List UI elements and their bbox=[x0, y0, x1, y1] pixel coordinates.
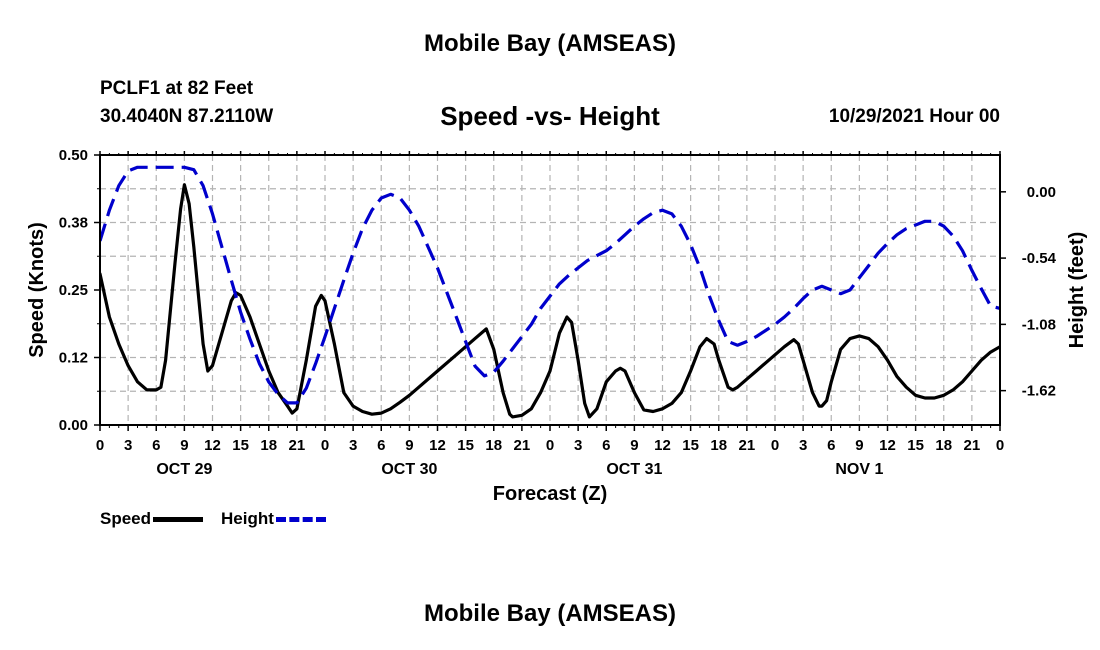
day-label: OCT 29 bbox=[156, 461, 212, 478]
x-tick-label: 3 bbox=[799, 437, 807, 454]
x-tick-label: 15 bbox=[907, 437, 924, 454]
x-tick-label: 0 bbox=[321, 437, 329, 454]
x-tick-label: 21 bbox=[514, 437, 531, 454]
footer-title: Mobile Bay (AMSEAS) bbox=[423, 600, 677, 627]
tick-labels: 0 3 6 9 12 15 18 21 0 3 6 9 12 15 18 21 0 3 6 9 12 15 18 21 0 3 6 9… bbox=[59, 147, 1057, 478]
y-right-tick-label: -1.62 bbox=[1022, 383, 1056, 400]
x-tick-label: 12 bbox=[204, 437, 221, 454]
x-tick-label: 6 bbox=[377, 437, 385, 454]
y-axis-left-title: Speed (Knots) bbox=[26, 222, 48, 358]
x-tick-label: 18 bbox=[485, 437, 502, 454]
y-axis-right-title: Height (feet) bbox=[1066, 232, 1088, 349]
legend-height: Height bbox=[221, 509, 344, 529]
x-tick-label: 0 bbox=[546, 437, 554, 454]
series-layer bbox=[100, 165, 1000, 419]
x-tick-label: 3 bbox=[574, 437, 582, 454]
x-tick-label: 9 bbox=[855, 437, 863, 454]
x-tick-label: 18 bbox=[935, 437, 952, 454]
y-right-tick-label: 0.00 bbox=[1027, 184, 1056, 201]
x-tick-label: 21 bbox=[289, 437, 306, 454]
x-tick-label: 0 bbox=[996, 437, 1004, 454]
plot-frame bbox=[99, 154, 1001, 426]
x-tick-label: 15 bbox=[682, 437, 699, 454]
y-left-tick-label: 0.50 bbox=[59, 147, 88, 164]
legend-speed-label: Speed bbox=[100, 509, 152, 528]
x-tick-label: 18 bbox=[260, 437, 277, 454]
legend-speed-swatch bbox=[153, 516, 204, 522]
x-tick-label: 15 bbox=[457, 437, 474, 454]
series-line-height bbox=[100, 165, 1000, 405]
x-tick-label: 9 bbox=[180, 437, 188, 454]
x-tick-label: 18 bbox=[710, 437, 727, 454]
x-tick-label: 6 bbox=[152, 437, 160, 454]
x-tick-label: 12 bbox=[879, 437, 896, 454]
x-axis-title: Forecast (Z) bbox=[493, 483, 607, 505]
x-tick-label: 15 bbox=[232, 437, 249, 454]
x-tick-label: 0 bbox=[771, 437, 779, 454]
day-label: NOV 1 bbox=[835, 461, 883, 478]
y-left-tick-label: 0.25 bbox=[59, 282, 88, 299]
chart-title: Speed -vs- Height bbox=[440, 101, 660, 131]
y-left-tick-label: 0.12 bbox=[59, 350, 88, 367]
x-tick-label: 12 bbox=[654, 437, 671, 454]
x-tick-label: 6 bbox=[827, 437, 835, 454]
x-tick-label: 0 bbox=[96, 437, 104, 454]
legend-height-swatch bbox=[275, 516, 326, 522]
y-left-tick-label: 0.00 bbox=[59, 417, 88, 434]
legend-height-label: Height bbox=[221, 509, 274, 528]
legend-speed: Speed bbox=[100, 509, 221, 529]
day-label: OCT 31 bbox=[606, 461, 662, 478]
x-tick-label: 3 bbox=[349, 437, 357, 454]
y-right-tick-label: -0.54 bbox=[1022, 250, 1057, 267]
x-tick-label: 9 bbox=[405, 437, 413, 454]
day-label: OCT 30 bbox=[381, 461, 437, 478]
station-name: PCLF1 at 82 Feet bbox=[100, 78, 254, 99]
x-tick-label: 12 bbox=[429, 437, 446, 454]
station-coordinates: 30.4040N 87.2110W bbox=[100, 106, 274, 127]
x-tick-label: 21 bbox=[739, 437, 756, 454]
x-tick-label: 6 bbox=[602, 437, 610, 454]
x-tick-label: 9 bbox=[630, 437, 638, 454]
main-title: Mobile Bay (AMSEAS) bbox=[423, 30, 677, 57]
legend: Speed Height bbox=[100, 509, 344, 529]
x-tick-label: 21 bbox=[964, 437, 981, 454]
y-right-tick-label: -1.08 bbox=[1022, 316, 1056, 333]
y-left-tick-label: 0.38 bbox=[59, 215, 88, 232]
x-tick-label: 3 bbox=[124, 437, 132, 454]
forecast-datetime: 10/29/2021 Hour 00 bbox=[828, 106, 1000, 127]
